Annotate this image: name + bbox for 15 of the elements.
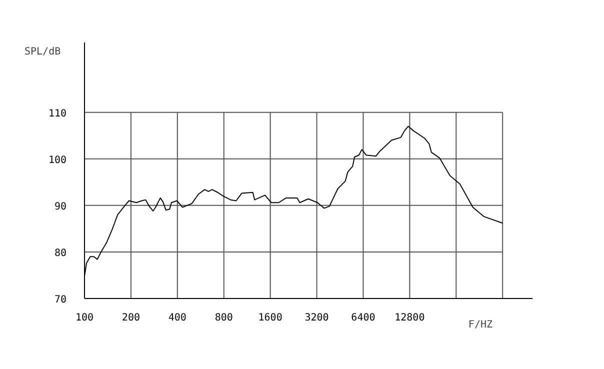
x-tick-label: 800	[214, 312, 233, 324]
x-tick-label: 400	[168, 312, 186, 324]
y-tick-label: 90	[54, 201, 67, 212]
x-tick-label: 6400	[351, 312, 376, 324]
x-tick-label: 100	[75, 312, 94, 324]
x-tick-label: 200	[122, 312, 140, 324]
y-tick-label: 110	[48, 108, 66, 120]
x-tick-label: 1600	[258, 312, 282, 324]
y-tick-label: 70	[54, 294, 67, 306]
y-axis-title: SPL/dB	[24, 46, 61, 58]
x-tick-label: 3200	[304, 312, 329, 324]
x-axis-title: F/HZ	[468, 320, 493, 330]
x-tick-label: 12800	[394, 312, 425, 324]
y-tick-label: 80	[54, 248, 67, 259]
y-tick-label: 100	[48, 154, 66, 166]
